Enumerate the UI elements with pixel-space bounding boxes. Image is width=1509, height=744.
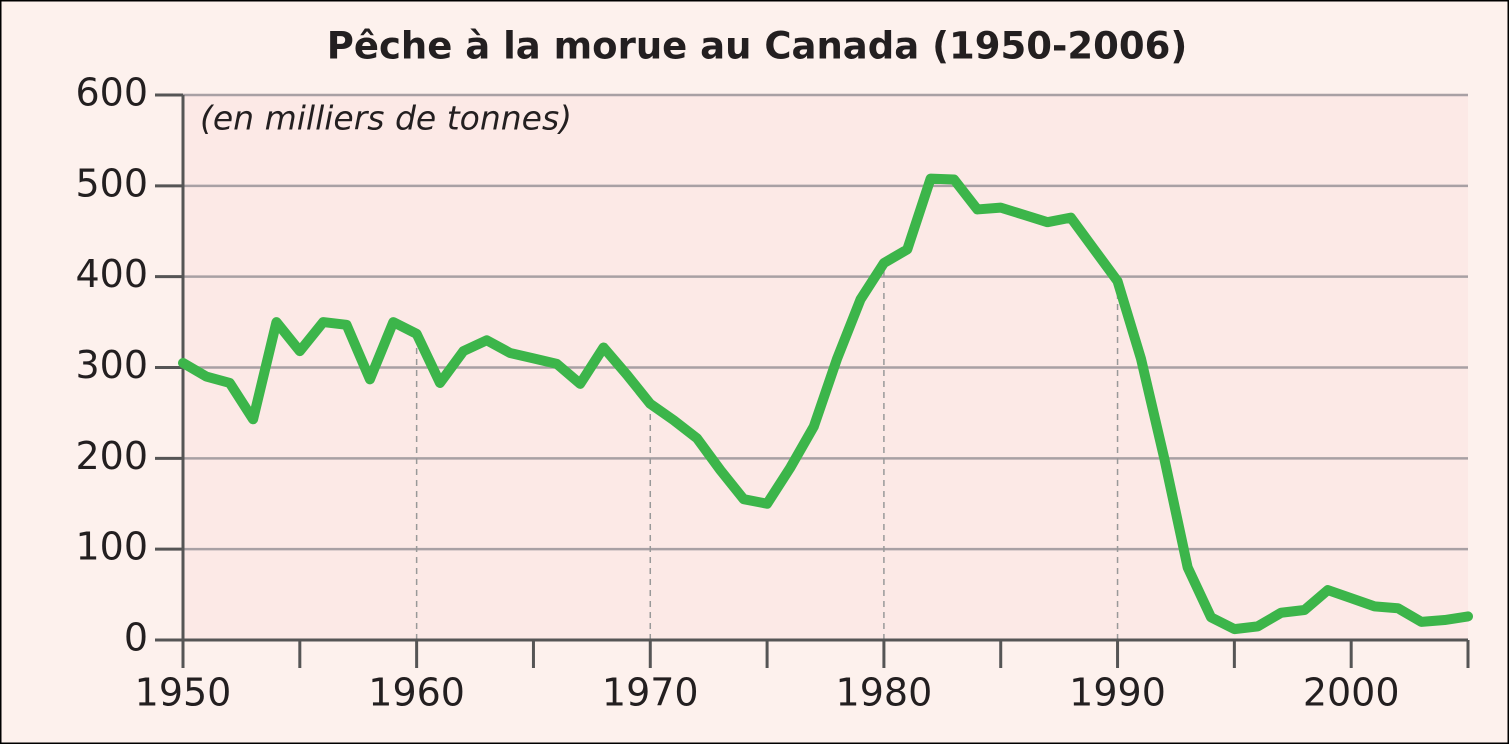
data-line [178, 173, 1473, 635]
x-tick-label: 2000 [1303, 671, 1400, 715]
y-tick-label: 400 [75, 252, 148, 296]
y-tick-label: 500 [75, 161, 148, 205]
x-tick-label: 1950 [135, 671, 232, 715]
x-tick-label: 1970 [602, 671, 699, 715]
y-tick-label: 0 [124, 616, 148, 660]
x-tick-label: 1960 [368, 671, 465, 715]
x-tick-label: 1990 [1069, 671, 1166, 715]
x-tick-label: 1980 [836, 671, 933, 715]
subtitle: (en milliers de tonnes) [200, 99, 572, 138]
chart-title: Pêche à la morue au Canada (1950-2006) [327, 25, 1187, 68]
y-tick-label: 200 [75, 434, 148, 478]
y-tick-label: 300 [75, 343, 148, 387]
y-tick-label: 100 [75, 525, 148, 569]
y-tick-label: 600 [75, 71, 148, 115]
